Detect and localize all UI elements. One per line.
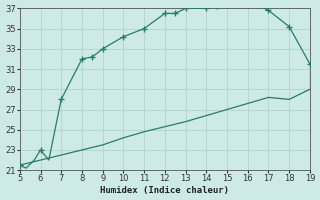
X-axis label: Humidex (Indice chaleur): Humidex (Indice chaleur) (100, 186, 229, 195)
